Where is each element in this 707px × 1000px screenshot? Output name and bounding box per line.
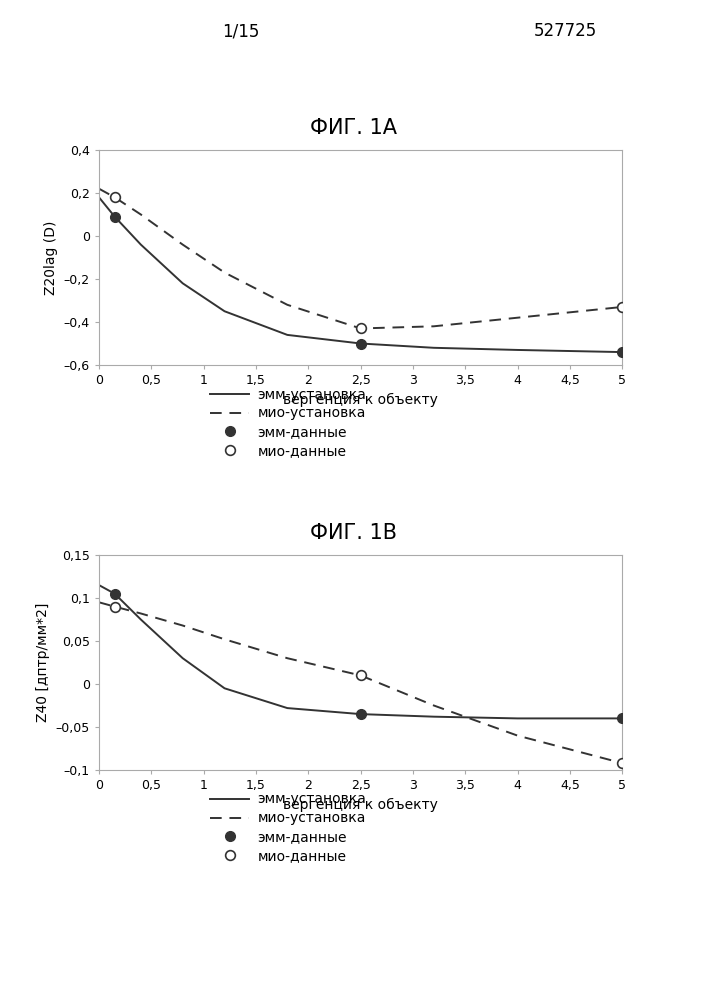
Text: ФИГ. 1А: ФИГ. 1А [310, 118, 397, 138]
Text: 527725: 527725 [534, 22, 597, 40]
X-axis label: вергенция к объекту: вергенция к объекту [283, 798, 438, 812]
X-axis label: вергенция к объекту: вергенция к объекту [283, 393, 438, 407]
Legend: эмм-установка, мио-установка, эмм-данные, мио-данные: эмм-установка, мио-установка, эмм-данные… [205, 787, 372, 869]
Text: 1/15: 1/15 [222, 22, 259, 40]
Legend: эмм-установка, мио-установка, эмм-данные, мио-данные: эмм-установка, мио-установка, эмм-данные… [205, 382, 372, 464]
Text: ФИГ. 1В: ФИГ. 1В [310, 523, 397, 543]
Y-axis label: Z40 [дптр/мм*2]: Z40 [дптр/мм*2] [36, 603, 50, 722]
Y-axis label: Z20lag (D): Z20lag (D) [45, 220, 58, 295]
